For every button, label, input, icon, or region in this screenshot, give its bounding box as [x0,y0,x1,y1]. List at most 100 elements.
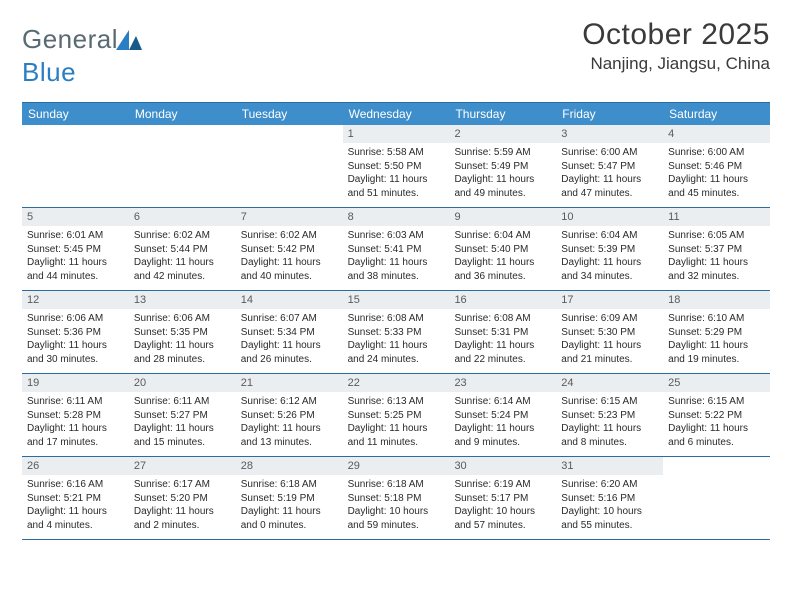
daylight-text: Daylight: 11 hours and 32 minutes. [668,256,765,283]
day-number: 27 [129,457,236,476]
sunset-text: Sunset: 5:31 PM [454,326,551,340]
sunset-text: Sunset: 5:25 PM [348,409,445,423]
calendar-cell [129,125,236,207]
day-info: Sunrise: 6:17 AMSunset: 5:20 PMDaylight:… [129,475,236,536]
day-number: 17 [556,291,663,310]
sunset-text: Sunset: 5:19 PM [241,492,338,506]
day-number: 7 [236,208,343,227]
day-info: Sunrise: 6:15 AMSunset: 5:23 PMDaylight:… [556,392,663,453]
daylight-text: Daylight: 11 hours and 28 minutes. [134,339,231,366]
sunset-text: Sunset: 5:42 PM [241,243,338,257]
daylight-text: Daylight: 11 hours and 26 minutes. [241,339,338,366]
day-number: 6 [129,208,236,227]
daylight-text: Daylight: 11 hours and 19 minutes. [668,339,765,366]
sunrise-text: Sunrise: 6:01 AM [27,229,124,243]
day-info: Sunrise: 6:00 AMSunset: 5:47 PMDaylight:… [556,143,663,204]
calendar-cell: 6 Sunrise: 6:02 AMSunset: 5:44 PMDaylight… [129,208,236,290]
month-title: October 2025 [582,18,770,52]
day-info: Sunrise: 6:08 AMSunset: 5:31 PMDaylight:… [449,309,556,370]
sunset-text: Sunset: 5:41 PM [348,243,445,257]
day-number: 26 [22,457,129,476]
calendar-cell: 10Sunrise: 6:04 AMSunset: 5:39 PMDayligh… [556,208,663,290]
day-number: 18 [663,291,770,310]
sunrise-text: Sunrise: 6:19 AM [454,478,551,492]
sunrise-text: Sunrise: 6:04 AM [561,229,658,243]
daylight-text: Daylight: 11 hours and 34 minutes. [561,256,658,283]
daylight-text: Daylight: 11 hours and 8 minutes. [561,422,658,449]
day-info: Sunrise: 6:16 AMSunset: 5:21 PMDaylight:… [22,475,129,536]
daylight-text: Daylight: 11 hours and 30 minutes. [27,339,124,366]
daylight-text: Daylight: 11 hours and 15 minutes. [134,422,231,449]
daylight-text: Daylight: 11 hours and 42 minutes. [134,256,231,283]
daylight-text: Daylight: 11 hours and 44 minutes. [27,256,124,283]
sunrise-text: Sunrise: 6:12 AM [241,395,338,409]
day-number: 9 [449,208,556,227]
week-row: 19Sunrise: 6:11 AMSunset: 5:28 PMDayligh… [22,374,770,457]
daylight-text: Daylight: 11 hours and 45 minutes. [668,173,765,200]
daylight-text: Daylight: 11 hours and 11 minutes. [348,422,445,449]
sunrise-text: Sunrise: 6:03 AM [348,229,445,243]
calendar-cell: 31Sunrise: 6:20 AMSunset: 5:16 PMDayligh… [556,457,663,539]
day-info: Sunrise: 6:18 AMSunset: 5:18 PMDaylight:… [343,475,450,536]
sunset-text: Sunset: 5:45 PM [27,243,124,257]
daylight-text: Daylight: 11 hours and 22 minutes. [454,339,551,366]
day-info: Sunrise: 6:04 AMSunset: 5:40 PMDaylight:… [449,226,556,287]
sunrise-text: Sunrise: 6:02 AM [241,229,338,243]
sunset-text: Sunset: 5:44 PM [134,243,231,257]
logo-mark-icon [116,26,142,57]
sunset-text: Sunset: 5:40 PM [454,243,551,257]
day-number: 31 [556,457,663,476]
day-info: Sunrise: 5:59 AMSunset: 5:49 PMDaylight:… [449,143,556,204]
calendar-cell: 4Sunrise: 6:00 AMSunset: 5:46 PMDaylight… [663,125,770,207]
day-info: Sunrise: 6:11 AMSunset: 5:28 PMDaylight:… [22,392,129,453]
sunrise-text: Sunrise: 6:05 AM [668,229,765,243]
daylight-text: Daylight: 11 hours and 36 minutes. [454,256,551,283]
sunset-text: Sunset: 5:50 PM [348,160,445,174]
sunrise-text: Sunrise: 6:17 AM [134,478,231,492]
day-number: 23 [449,374,556,393]
sunrise-text: Sunrise: 6:07 AM [241,312,338,326]
calendar-cell: 11Sunrise: 6:05 AMSunset: 5:37 PMDayligh… [663,208,770,290]
sunrise-text: Sunrise: 6:02 AM [134,229,231,243]
calendar-cell: 28Sunrise: 6:18 AMSunset: 5:19 PMDayligh… [236,457,343,539]
daylight-text: Daylight: 11 hours and 2 minutes. [134,505,231,532]
calendar-cell: 1Sunrise: 5:58 AMSunset: 5:50 PMDaylight… [343,125,450,207]
day-info: Sunrise: 5:58 AMSunset: 5:50 PMDaylight:… [343,143,450,204]
day-info: Sunrise: 6:01 AMSunset: 5:45 PMDaylight:… [22,226,129,287]
calendar-cell: 17Sunrise: 6:09 AMSunset: 5:30 PMDayligh… [556,291,663,373]
sunset-text: Sunset: 5:26 PM [241,409,338,423]
sunrise-text: Sunrise: 6:00 AM [561,146,658,160]
week-row: 12Sunrise: 6:06 AMSunset: 5:36 PMDayligh… [22,291,770,374]
logo-word-2: Blue [22,57,76,87]
sunrise-text: Sunrise: 5:59 AM [454,146,551,160]
sunset-text: Sunset: 5:21 PM [27,492,124,506]
day-header-wednesday: Wednesday [343,103,450,125]
day-info: Sunrise: 6:04 AMSunset: 5:39 PMDaylight:… [556,226,663,287]
calendar-cell: 9Sunrise: 6:04 AMSunset: 5:40 PMDaylight… [449,208,556,290]
calendar-cell: 12Sunrise: 6:06 AMSunset: 5:36 PMDayligh… [22,291,129,373]
header: GeneralBlue October 2025 Nanjing, Jiangs… [22,18,770,88]
calendar-cell: 15Sunrise: 6:08 AMSunset: 5:33 PMDayligh… [343,291,450,373]
daylight-text: Daylight: 11 hours and 49 minutes. [454,173,551,200]
day-info: Sunrise: 6:05 AMSunset: 5:37 PMDaylight:… [663,226,770,287]
sunrise-text: Sunrise: 6:13 AM [348,395,445,409]
day-number: 1 [343,125,450,144]
title-block: October 2025 Nanjing, Jiangsu, China [582,18,770,74]
daylight-text: Daylight: 10 hours and 59 minutes. [348,505,445,532]
day-header-saturday: Saturday [663,103,770,125]
calendar-cell: 16Sunrise: 6:08 AMSunset: 5:31 PMDayligh… [449,291,556,373]
location: Nanjing, Jiangsu, China [582,54,770,74]
sunset-text: Sunset: 5:30 PM [561,326,658,340]
calendar-cell: 29Sunrise: 6:18 AMSunset: 5:18 PMDayligh… [343,457,450,539]
day-number: 21 [236,374,343,393]
sunrise-text: Sunrise: 6:15 AM [668,395,765,409]
day-info: Sunrise: 6:12 AMSunset: 5:26 PMDaylight:… [236,392,343,453]
day-number: 2 [449,125,556,144]
sunrise-text: Sunrise: 6:00 AM [668,146,765,160]
day-header-sunday: Sunday [22,103,129,125]
sunset-text: Sunset: 5:16 PM [561,492,658,506]
calendar-cell [663,457,770,539]
page: GeneralBlue October 2025 Nanjing, Jiangs… [0,0,792,558]
calendar-cell: 24Sunrise: 6:15 AMSunset: 5:23 PMDayligh… [556,374,663,456]
day-header-monday: Monday [129,103,236,125]
